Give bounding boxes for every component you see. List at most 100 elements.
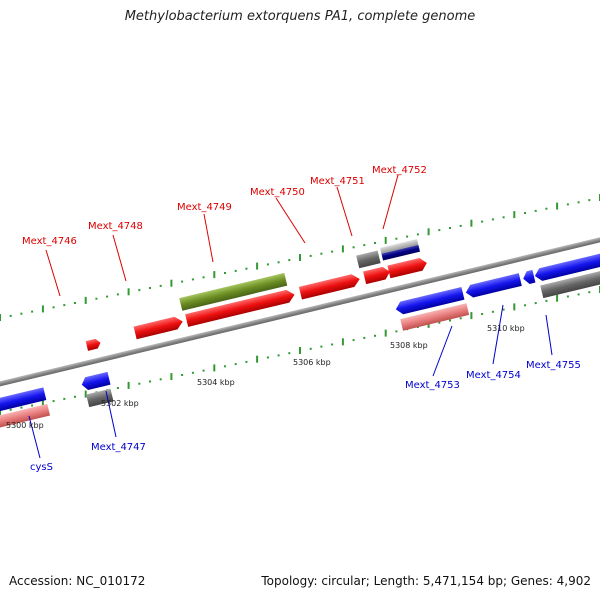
tick-label-5308: 5308 kbp: [390, 341, 428, 350]
outer-track-minor-tick: [459, 224, 462, 227]
inner-track-minor-tick: [74, 395, 76, 398]
rna-mext-4749[interactable]: [179, 272, 288, 311]
tick-label-5310: 5310 kbp: [487, 324, 525, 333]
rna-cyss[interactable]: [0, 403, 51, 432]
inner-track-minor-tick: [502, 308, 505, 311]
outer-track-minor-tick: [106, 295, 109, 298]
outer-track-minor-tick: [245, 267, 248, 270]
pseudo-mext-4752[interactable]: [380, 239, 419, 254]
outer-track-minor-tick: [191, 278, 194, 281]
cds-mext-4750[interactable]: [298, 273, 361, 300]
outer-track-minor-tick: [63, 304, 66, 307]
outer-track-major-tick: [170, 279, 173, 287]
backbone-line: [0, 220, 600, 403]
leader-mext-4747: [105, 390, 117, 438]
gene-label-mext-4750[interactable]: Mext_4750: [250, 187, 305, 198]
outer-track-minor-tick: [309, 254, 312, 257]
outer-track-minor-tick: [406, 235, 409, 238]
cds-mext-4752[interactable]: [387, 257, 428, 279]
inner-track-minor-tick: [266, 356, 269, 359]
tick-label-5304: 5304 kbp: [197, 378, 235, 387]
outer-track-minor-tick: [74, 302, 76, 304]
inner-track-major-tick: [470, 312, 473, 320]
outer-track-major-tick: [556, 202, 559, 210]
inner-track-minor-tick: [116, 387, 119, 389]
cds-mext-4753[interactable]: [394, 286, 465, 316]
inner-track-major-tick: [170, 373, 173, 381]
outer-track-minor-tick: [52, 306, 55, 309]
gene-label-mext-4747[interactable]: Mext_4747: [91, 442, 146, 453]
inner-track-major-tick: [84, 390, 87, 398]
outer-track-minor-tick: [116, 293, 119, 296]
cds-mext-4754[interactable]: [464, 273, 522, 299]
inner-track-minor-tick: [277, 354, 280, 357]
cds-mext-4748[interactable]: [133, 315, 185, 340]
outer-track-minor-tick: [374, 242, 376, 244]
genome-backbone: [0, 220, 600, 403]
inner-track-minor-tick: [149, 380, 151, 383]
outer-track-minor-tick: [277, 261, 280, 264]
outer-track-minor-tick: [524, 212, 526, 214]
outer-track-major-tick: [427, 228, 430, 236]
inner-track-minor-tick: [191, 371, 194, 374]
inner-track-minor-tick: [534, 302, 537, 305]
gene-label-mext-4751[interactable]: Mext_4751: [310, 176, 365, 187]
gene-label-mext-4755[interactable]: Mext_4755: [526, 360, 581, 371]
inner-track-minor-tick: [438, 321, 441, 324]
cds-mext-4754b[interactable]: [522, 269, 536, 285]
outer-track-minor-tick: [288, 259, 291, 262]
leader-mext-4752: [382, 174, 399, 230]
cds-mext-4749[interactable]: [185, 288, 296, 327]
outer-track-minor-tick: [566, 203, 569, 206]
outer-track-minor-tick: [352, 246, 355, 249]
inner-track-minor-tick: [524, 304, 526, 307]
gene-label-mext-4748[interactable]: Mext_4748: [88, 221, 143, 232]
outer-track-major-tick: [470, 219, 473, 227]
cds-mext-4751[interactable]: [363, 265, 391, 285]
cds-mext-4746[interactable]: [85, 338, 102, 351]
gene-label-mext-4753[interactable]: Mext_4753: [405, 380, 460, 391]
inner-track-major-tick: [213, 364, 216, 372]
outer-track-major-tick: [513, 211, 516, 219]
inner-track-minor-tick: [138, 382, 141, 385]
cds-cyss[interactable]: [0, 387, 47, 417]
cds-mext-4747[interactable]: [80, 371, 111, 391]
inner-track-minor-tick: [31, 404, 34, 407]
outer-track-minor-tick: [502, 216, 505, 219]
leader-mext-4746: [45, 249, 61, 297]
inner-track-minor-tick: [577, 293, 580, 296]
pseudo-mext-4755[interactable]: [540, 262, 600, 299]
outer-track-major-tick: [213, 271, 216, 279]
outer-track-minor-tick: [20, 312, 23, 315]
inner-track-minor-tick: [588, 291, 591, 294]
gene-label-mext-4746[interactable]: Mext_4746: [22, 236, 77, 247]
gene-label-mext-4754[interactable]: Mext_4754: [466, 370, 521, 381]
cds-mext-4755[interactable]: [533, 244, 600, 282]
inner-track-minor-tick: [395, 330, 398, 333]
outer-track-major-tick: [341, 245, 344, 253]
leader-cyss: [28, 415, 41, 459]
outer-track-minor-tick: [331, 250, 334, 253]
inner-track-minor-tick: [202, 369, 205, 372]
gene-label-mext-4752[interactable]: Mext_4752: [372, 165, 427, 176]
gene-label-mext-4749[interactable]: Mext_4749: [177, 202, 232, 213]
inner-track-minor-tick: [63, 397, 66, 400]
gene-label-cyss[interactable]: cysS: [30, 462, 53, 473]
outer-track-major-tick: [84, 296, 87, 304]
rna-mext-4752[interactable]: [381, 244, 421, 261]
inner-track-minor-tick: [224, 365, 226, 368]
inner-track-minor-tick: [459, 317, 462, 320]
outer-track-major-tick: [299, 254, 301, 261]
outer-track-minor-tick: [181, 280, 184, 283]
pseudo-mext-4751[interactable]: [356, 250, 381, 269]
inner-track-minor-tick: [245, 360, 248, 363]
inner-track-minor-tick: [491, 310, 494, 313]
tick-label-5302: 5302 kbp: [101, 399, 139, 408]
outer-track-minor-tick: [363, 244, 366, 247]
outer-track-minor-tick: [95, 297, 98, 300]
inner-track-major-tick: [341, 338, 344, 346]
tick-label-5306: 5306 kbp: [293, 358, 331, 367]
inner-track-minor-tick: [20, 406, 23, 409]
rna-mext-4753[interactable]: [400, 303, 470, 331]
